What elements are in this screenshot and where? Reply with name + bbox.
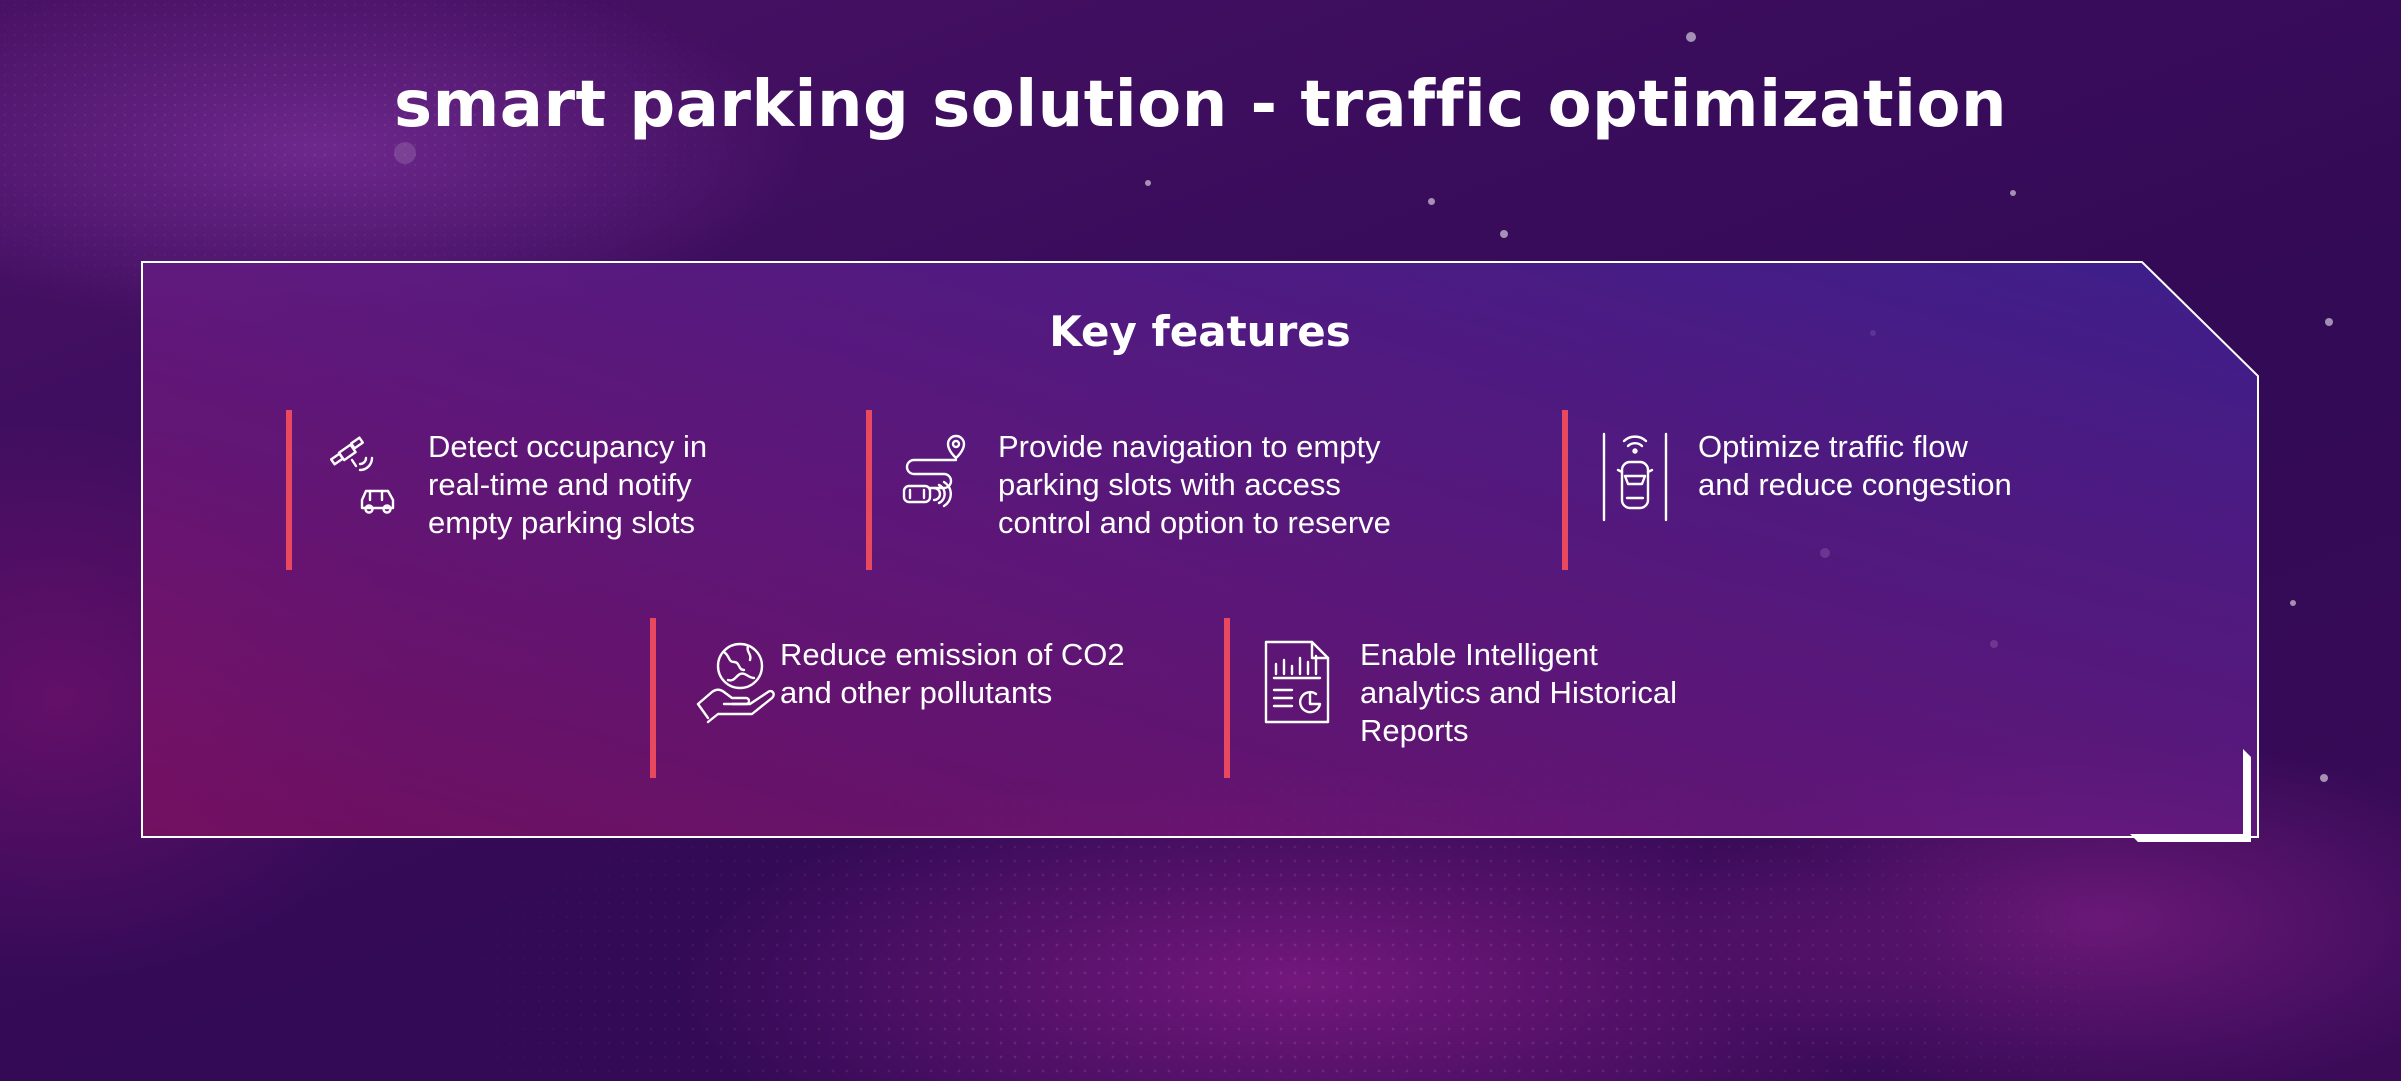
- sparkle: [394, 142, 416, 164]
- feature-item: Enable Intelligent analytics and Histori…: [1224, 618, 1677, 778]
- feature-text: Reduce emission of CO2 and other polluta…: [780, 637, 1125, 710]
- sparkle: [2290, 600, 2296, 606]
- sparkle: [1428, 198, 1435, 205]
- feature-item: Detect occupancy in real-time and notify…: [286, 410, 707, 570]
- feature-text: Enable Intelligent analytics and Histori…: [1360, 637, 1678, 748]
- accent-bar: [286, 410, 292, 570]
- panel-frame: [141, 261, 2259, 842]
- feature-text: Provide navigation to empty parking slot…: [998, 429, 1391, 540]
- accent-bar: [1562, 410, 1568, 570]
- accent-bar: [650, 618, 656, 778]
- accent-bar: [866, 410, 872, 570]
- key-features-panel: Key features Detect occupancy in real-ti…: [141, 261, 2259, 842]
- globe-in-hand-icon: [694, 638, 775, 728]
- sparkle: [1500, 230, 1508, 238]
- sparkle: [1145, 180, 1151, 186]
- feature-item: Reduce emission of CO2 and other polluta…: [650, 618, 1125, 778]
- accent-bar: [1224, 618, 1230, 778]
- feature-item: Optimize traffic flow and reduce congest…: [1562, 410, 2012, 570]
- analytics-report-icon: [1262, 638, 1332, 728]
- feature-text: Detect occupancy in real-time and notify…: [428, 429, 708, 540]
- page-title: smart parking solution - traffic optimiz…: [394, 68, 2007, 142]
- route-navigation-icon: [900, 430, 970, 520]
- feature-item: Provide navigation to empty parking slot…: [866, 410, 1391, 570]
- feature-text: Optimize traffic flow and reduce congest…: [1698, 429, 2012, 502]
- smart-car-lane-icon: [1600, 432, 1670, 522]
- sparkle: [2325, 318, 2333, 326]
- satellite-car-icon: [329, 430, 400, 520]
- sparkle: [2320, 774, 2328, 782]
- panel-heading: Key features: [1049, 307, 1351, 356]
- sparkle: [1686, 32, 1696, 42]
- sparkle: [2010, 190, 2016, 196]
